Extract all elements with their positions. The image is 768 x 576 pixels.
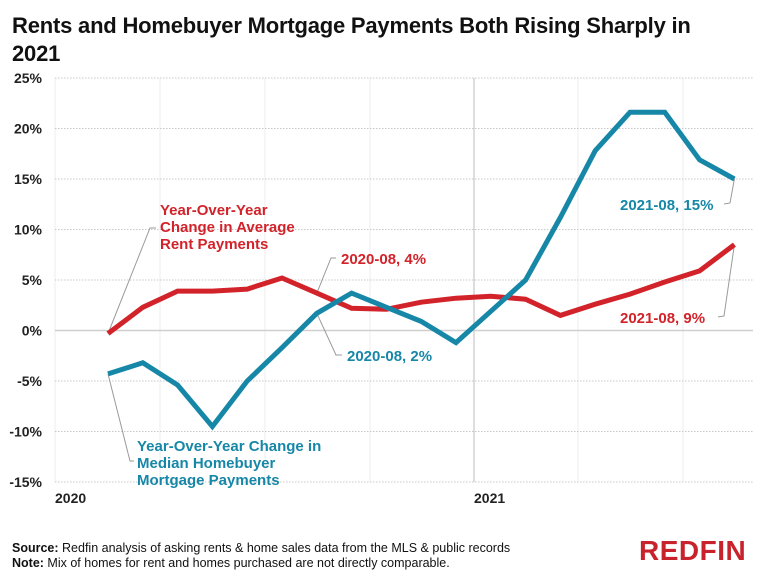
leader-line <box>723 178 735 205</box>
x-tick-label: 2021 <box>474 490 505 506</box>
rent-2021-08-label: 2021-08, 9% <box>620 310 705 327</box>
annotation-leader-lines <box>107 178 735 462</box>
leader-line <box>316 257 336 294</box>
source-label: Source: <box>12 541 59 555</box>
rent-2020-08-label: 2020-08, 4% <box>341 251 426 268</box>
mortgage-2021-08-label: 2021-08, 15% <box>620 197 713 214</box>
note-text: Mix of homes for rent and homes purchase… <box>43 556 450 570</box>
mortgage-series-line <box>107 109 736 431</box>
y-tick-label: 20% <box>14 121 43 137</box>
y-tick-label: -10% <box>9 424 42 440</box>
redfin-logo: REDFIN <box>639 535 747 566</box>
y-axis-ticks: 25% 20% 15% 10% 5% 0% -5% -10% -15% <box>9 70 42 490</box>
note-label: Note: <box>12 556 44 570</box>
rent-series-label: Year-Over-Year Change in Average Rent Pa… <box>160 202 299 253</box>
leader-line <box>107 227 156 334</box>
note-line: Note: Mix of homes for rent and homes pu… <box>12 556 510 571</box>
x-tick-label: 2020 <box>55 490 86 506</box>
x-axis-ticks: 2020 2021 <box>55 490 505 506</box>
mortgage-2020-08-label: 2020-08, 2% <box>347 348 432 365</box>
y-tick-label: -5% <box>17 373 42 389</box>
y-tick-label: -15% <box>9 474 42 490</box>
rent-series-line <box>106 242 736 336</box>
mortgage-series-label: Year-Over-Year Change in Median Homebuye… <box>137 438 325 489</box>
leader-line <box>107 373 134 462</box>
source-line: Source: Redfin analysis of asking rents … <box>12 541 510 556</box>
y-tick-label: 25% <box>14 70 43 86</box>
leader-line <box>316 313 342 356</box>
y-tick-label: 15% <box>14 171 43 187</box>
source-text: Redfin analysis of asking rents & home s… <box>58 541 511 555</box>
y-tick-label: 10% <box>14 222 43 238</box>
chart-title: Rents and Homebuyer Mortgage Payments Bo… <box>12 13 691 66</box>
y-tick-label: 5% <box>22 272 43 288</box>
grid-lines <box>54 77 753 483</box>
chart-footer: Source: Redfin analysis of asking rents … <box>12 541 510 571</box>
y-tick-label: 0% <box>22 323 43 339</box>
leader-line <box>717 244 735 318</box>
